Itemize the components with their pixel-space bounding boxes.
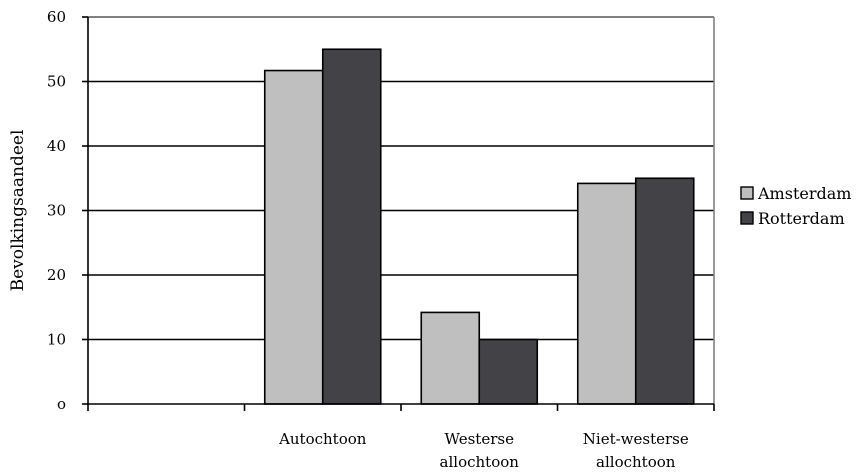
y-tick-label: 60: [47, 8, 66, 26]
x-category-label: Westerse: [445, 430, 515, 448]
y-tick-labels: o 10 20 30 40 50 60: [47, 8, 66, 413]
bars: [263, 48, 695, 405]
y-tick-label: 20: [47, 266, 66, 284]
axes: [82, 16, 715, 411]
x-category-label: Niet-westerse: [583, 430, 689, 448]
bar-rotterdam-3: [634, 177, 695, 405]
bar-amsterdam-3: [576, 182, 637, 405]
y-tick-label: 40: [47, 137, 66, 155]
category-labels: Autochtoon Westerse allochtoon Niet-westers…: [278, 430, 689, 471]
y-tick-label: 50: [47, 73, 66, 91]
legend-label-amsterdam: Amsterdam: [757, 184, 851, 203]
y-tick-label: 30: [47, 202, 66, 220]
legend-label-rotterdam: Rotterdam: [758, 209, 845, 228]
y-tick-label: o: [57, 395, 66, 413]
bar-rotterdam-1: [321, 48, 382, 405]
legend-swatch-rotterdam: [740, 211, 754, 225]
legend: Amsterdam Rotterdam: [740, 184, 851, 228]
x-category-label: allochtoon: [440, 453, 520, 471]
bar-amsterdam-2: [420, 311, 481, 405]
y-tick-label: 10: [47, 331, 66, 349]
x-category-label: allochtoon: [596, 453, 676, 471]
x-category-label: Autochtoon: [278, 430, 367, 448]
bar-amsterdam-1: [263, 69, 324, 405]
bar-rotterdam-2: [478, 338, 539, 405]
y-axis-label: Bevolkingsaandeel: [8, 130, 28, 292]
legend-swatch-amsterdam: [740, 186, 754, 200]
